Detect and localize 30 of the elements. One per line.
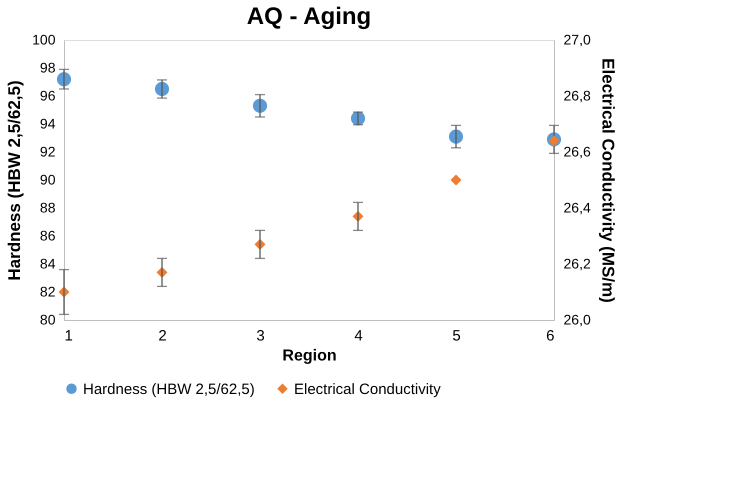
legend-label: Electrical Conductivity [294,380,442,398]
y-tick-label: 86 [40,228,56,244]
y-tick-label: 88 [40,200,56,216]
y-tick-label: 90 [40,172,56,188]
x-tick-label: 2 [158,328,167,344]
x-tick-label: 6 [546,328,554,344]
y-tick-label: 98 [40,60,56,76]
x-tick-label: 5 [452,328,461,344]
x-tick-label: 4 [354,328,363,344]
y-tick-label: 84 [40,256,56,272]
x-tick-label: 3 [256,328,265,344]
y2-tick-label: 26,0 [564,312,591,328]
point [450,174,462,186]
y2-tick-label: 26,8 [564,88,591,104]
chart-title: AQ - Aging [246,3,372,30]
y2-axis-title: Electrical Conductivity (MS/m) [598,58,618,303]
y2-tick-label: 26,2 [564,256,591,272]
y-tick-label: 94 [40,116,56,132]
legend-label: Hardness (HBW 2,5/62,5) [83,380,255,398]
x-tick-label: 1 [64,328,73,344]
y-tick-label: 96 [40,88,56,104]
y-axis-title: Hardness (HBW 2,5/62,5) [5,80,24,281]
y2-tick-label: 26,6 [564,144,591,160]
y2-tick-label: 26,4 [564,200,591,216]
x-axis-title: Region [282,348,337,364]
y2-tick-label: 27,0 [564,32,591,48]
y-tick-label: 100 [32,32,56,48]
y-tick-label: 82 [40,284,56,300]
y-tick-label: 92 [40,144,56,160]
y-tick-label: 80 [40,312,56,328]
